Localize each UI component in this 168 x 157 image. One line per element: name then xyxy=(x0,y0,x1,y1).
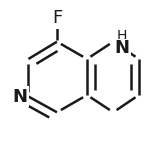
Text: H: H xyxy=(117,29,128,43)
Text: N: N xyxy=(13,87,28,106)
Text: N: N xyxy=(115,39,130,57)
Text: F: F xyxy=(52,9,62,27)
